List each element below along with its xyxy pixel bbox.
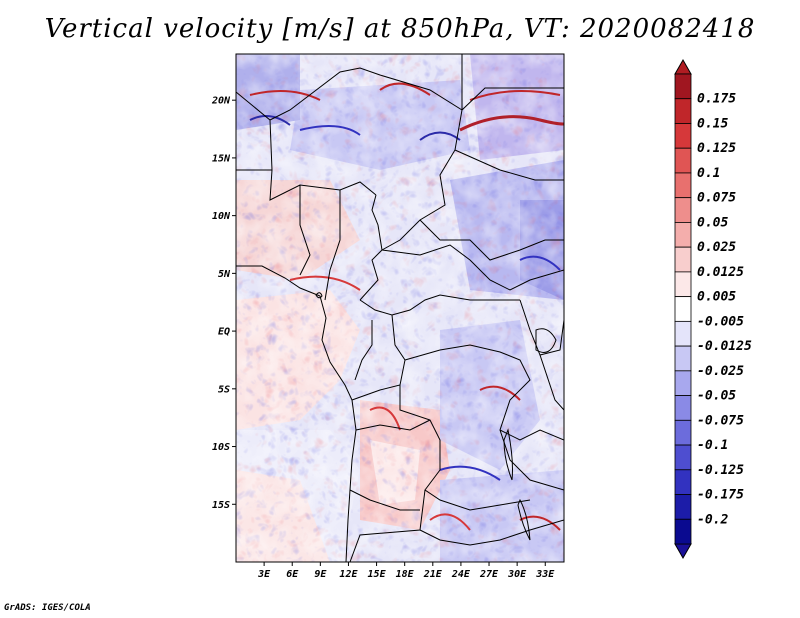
colorbar-label: -0.2	[697, 512, 728, 527]
colorbar-swatch	[674, 395, 692, 421]
lon-tick-label: 9E	[314, 569, 327, 580]
colorbar-label: 0.125	[697, 141, 736, 156]
grads-credit: GrADS: IGES/COLA	[4, 603, 91, 613]
lon-tick-label: 12E	[339, 569, 358, 580]
colorbar-swatch	[674, 444, 692, 471]
colorbar-label: 0.1	[697, 166, 720, 181]
lon-tick-label: 33E	[535, 569, 555, 580]
lat-tick-label: 10N	[212, 211, 231, 222]
colorbar-label: -0.175	[697, 488, 744, 503]
colorbar: 0.175 0.15 0.125 0.1 0.075 0.05 0.025 0.0125 0.0…	[674, 58, 752, 560]
lat-tick-label: 15S	[212, 500, 230, 511]
lon-tick-label: 24E	[451, 569, 471, 580]
lon-tick-label: 15E	[368, 569, 387, 580]
colorbar-label: 0.05	[697, 215, 728, 230]
colorbar-max-arrow	[674, 58, 692, 75]
colorbar-label: 0.0125	[697, 265, 744, 280]
country-borders	[236, 54, 564, 562]
colorbar-swatch	[674, 197, 692, 223]
colorbar-swatch	[674, 172, 692, 199]
colorbar-label: 0.005	[697, 290, 736, 305]
colorbar-swatch	[674, 271, 692, 298]
lat-tick-label: 15N	[212, 153, 231, 164]
velocity-field	[236, 54, 564, 562]
latitude-axis: 20N 15N 10N 5N EQ 5S 10S 15S	[211, 96, 236, 511]
map-frame	[235, 53, 565, 563]
colorbar-swatch	[674, 98, 692, 124]
colorbar-label: -0.005	[697, 314, 744, 329]
lat-tick-label: 10S	[212, 442, 230, 453]
colorbar-label: -0.075	[697, 413, 744, 428]
colorbar-swatch	[674, 320, 692, 347]
lon-tick-label: 3E	[257, 569, 271, 580]
colorbar-swatch	[674, 246, 692, 273]
lon-tick-label: 18E	[396, 569, 415, 580]
colorbar-label: 0.15	[697, 116, 728, 131]
lon-tick-label: 30E	[507, 569, 527, 580]
colorbar-swatch	[674, 222, 692, 248]
lat-tick-label: 5N	[218, 269, 231, 280]
colorbar-label: 0.025	[697, 240, 736, 255]
longitude-axis: 3E 6E 9E 12E 15E 18E 21E 24E 27E 30E 33E	[257, 562, 555, 580]
lon-tick-label: 27E	[479, 569, 499, 580]
colorbar-swatch	[674, 73, 692, 100]
colorbar-label: -0.05	[697, 389, 736, 404]
colorbar-swatch	[674, 518, 692, 545]
colorbar-label: -0.125	[697, 463, 744, 478]
lon-tick-label: 6E	[286, 569, 299, 580]
colorbar-label: -0.025	[697, 364, 744, 379]
colorbar-label: -0.0125	[697, 339, 752, 354]
colorbar-swatch	[674, 469, 692, 495]
colorbar-label: 0.075	[697, 191, 736, 206]
colorbar-swatch	[674, 370, 692, 396]
colorbar-swatch	[674, 419, 692, 446]
lat-tick-label: 5S	[218, 384, 230, 395]
map-title: Vertical velocity [m/s] at 850hPa, VT: 2…	[44, 14, 756, 44]
colorbar-swatch	[674, 147, 692, 174]
colorbar-swatch	[674, 494, 692, 520]
colorbar-swatch	[674, 296, 692, 322]
lon-tick-label: 21E	[423, 569, 443, 580]
colorbar-swatch	[674, 123, 692, 149]
map-plot-area	[236, 54, 564, 562]
colorbar-label: 0.175	[697, 92, 736, 107]
lat-tick-label: EQ	[218, 327, 230, 338]
lat-tick-label: 20N	[211, 96, 231, 107]
colorbar-label: -0.1	[697, 438, 728, 453]
colorbar-swatch	[674, 345, 692, 372]
colorbar-min-arrow	[674, 543, 692, 560]
